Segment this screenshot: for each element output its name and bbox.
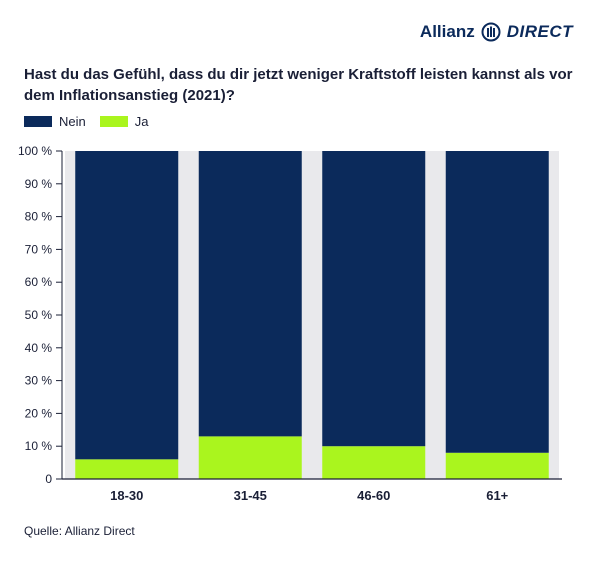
- bar-ja-18-30: [75, 459, 179, 479]
- y-tick-label: 40 %: [25, 341, 53, 355]
- y-tick-label: 20 %: [25, 406, 53, 420]
- y-tick-label: 10 %: [25, 439, 53, 453]
- y-tick-label: 0: [45, 472, 52, 486]
- bar-ja-46-60: [322, 446, 426, 479]
- y-tick-label: 100 %: [18, 144, 52, 158]
- x-tick-label: 18-30: [110, 488, 143, 503]
- bar-nein-18-30: [75, 151, 179, 460]
- legend-swatch-ja: [99, 116, 128, 127]
- legend-item-nein: Nein: [24, 114, 86, 129]
- legend-swatch-nein: [24, 116, 52, 127]
- y-tick-label: 50 %: [25, 308, 53, 322]
- y-tick-label: 60 %: [25, 275, 53, 289]
- bar-nein-61+: [445, 151, 549, 453]
- chart-title: Hast du das Gefühl, dass du dir jetzt we…: [24, 66, 573, 104]
- bar-nein-46-60: [322, 151, 426, 447]
- x-tick-label: 61+: [486, 488, 508, 503]
- y-tick-label: 30 %: [25, 374, 53, 388]
- allianz-eagle-icon: [481, 22, 501, 42]
- legend-item-ja: Ja: [99, 114, 149, 129]
- x-tick-label: 31-45: [234, 488, 267, 503]
- y-tick-label: 80 %: [25, 210, 53, 224]
- x-tick-label: 46-60: [357, 488, 390, 503]
- legend-label-ja: Ja: [134, 114, 149, 129]
- y-tick-label: 90 %: [25, 177, 53, 191]
- bar-nein-31-45: [198, 151, 302, 437]
- brand-logo: Allianz DIRECT: [420, 22, 573, 42]
- bar-ja-61+: [445, 452, 549, 479]
- y-tick-label: 70 %: [25, 242, 53, 256]
- legend-label-nein: Nein: [59, 114, 86, 129]
- brand-name-direct: DIRECT: [506, 22, 573, 41]
- source-note: Quelle: Allianz Direct: [24, 524, 135, 538]
- chart-legend: Nein Ja: [24, 114, 148, 129]
- brand-name-allianz: Allianz: [419, 22, 475, 41]
- bar-ja-31-45: [198, 436, 302, 479]
